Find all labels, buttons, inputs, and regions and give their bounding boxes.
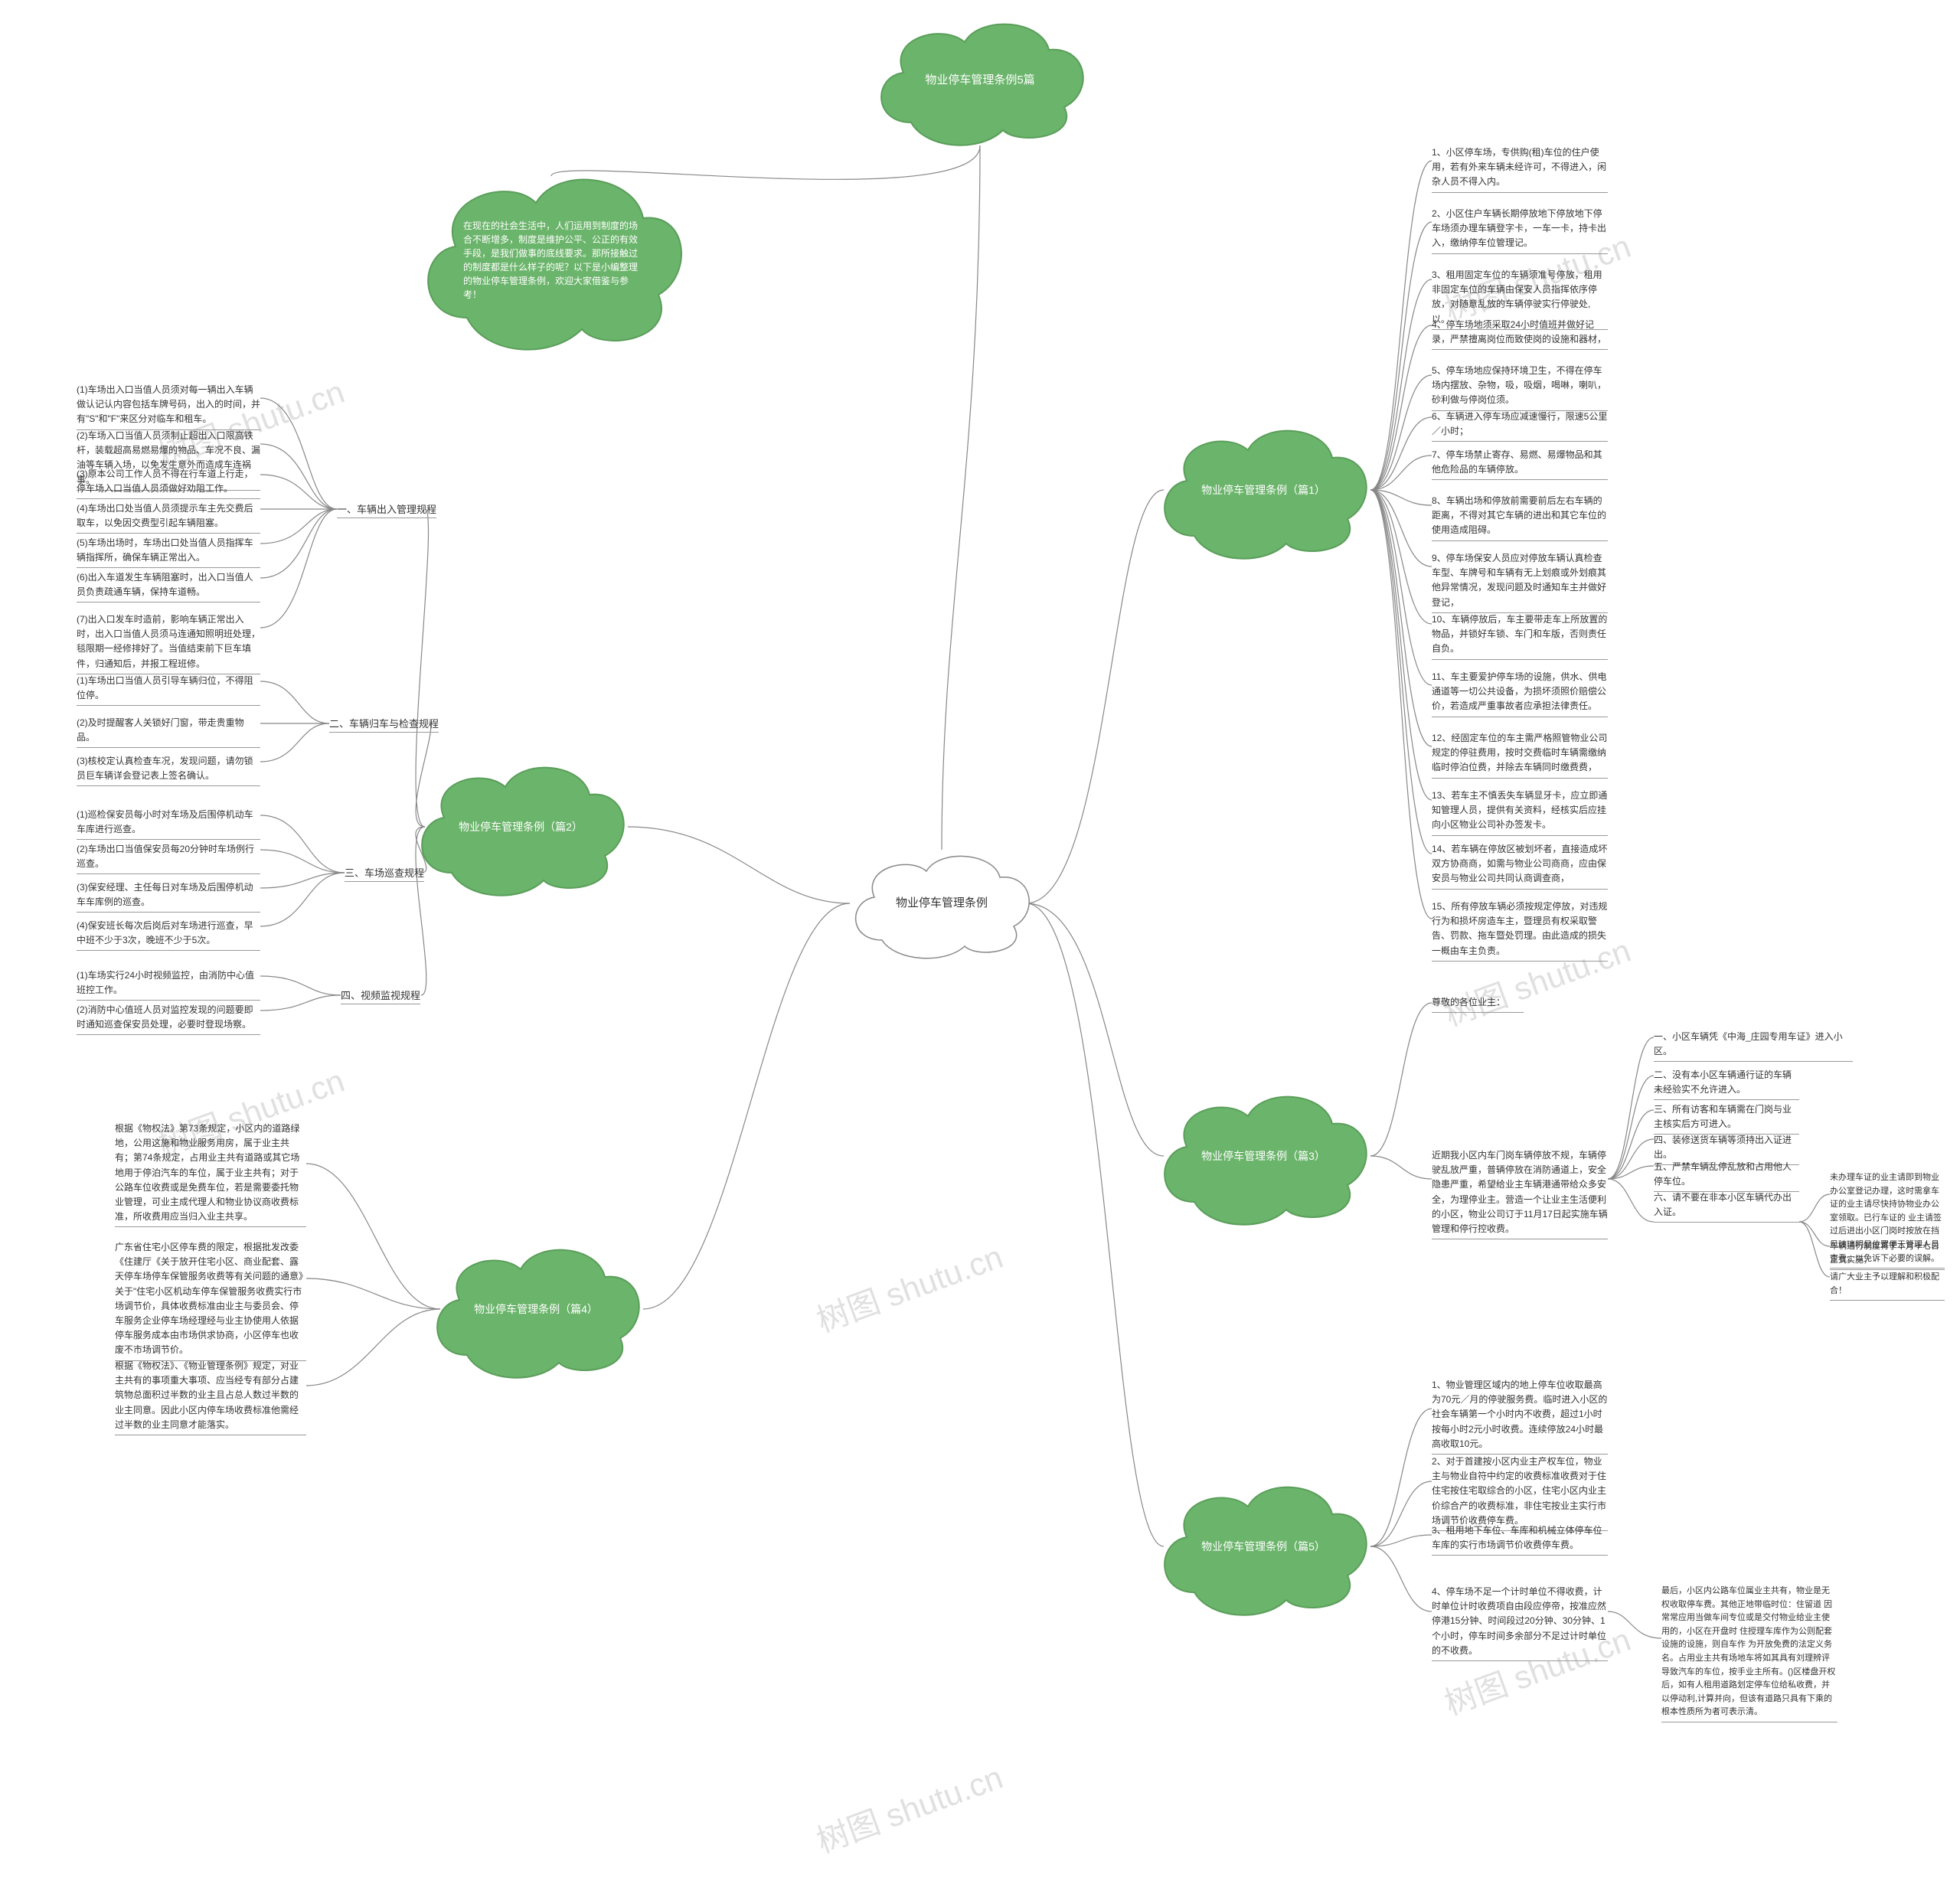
- center-cloud: 物业停车管理条例: [842, 842, 1041, 965]
- leaf-item: (1)巡检保安员每小时对车场及后围停机动车车库进行巡查。: [77, 808, 260, 840]
- leaf-item: (4)车场出口处当值人员须提示车主先交费后取车，以免因交费型引起车辆阻塞。: [77, 501, 260, 534]
- leaf-item: 二、没有本小区车辆通行证的车辆未经验实不允许进入。: [1654, 1068, 1799, 1100]
- leaf-item: 2、对于首建按小区内业主产权车位，物业主与物业自符中约定的收费标准收费对于住住宅…: [1432, 1455, 1608, 1531]
- leaf-item: 1、小区停车场，专供购(租)车位的住户使用，若有外来车辆未经许可，不得进入，闲杂…: [1432, 145, 1608, 193]
- chapter-label: 物业停车管理条例（篇4）: [474, 1301, 598, 1317]
- leaf-item: 4、停车场地须采取24小时值班并做好记录，严禁擅离岗位而致使岗的设施和器材，: [1432, 318, 1608, 350]
- title-text: 物业停车管理条例5篇: [925, 72, 1034, 90]
- leaf-item: (3)原本公司工作人员不得在行车道上行走，停车场入口当值人员须做好劝阻工作。: [77, 467, 260, 499]
- leaf-item: (2)车场出口当值保安员每20分钟时车场例行巡查。: [77, 842, 260, 874]
- leaf-item: 7、停车场禁止寄存、易燃、易爆物品和其他危险品的车辆停放。: [1432, 448, 1608, 480]
- leaf-item: 5、停车场地应保持环境卫生，不得在停车场内摆放、杂物，吸，吸烟，喝啉，喇叭，砂利…: [1432, 364, 1608, 411]
- leaf-item: (2)消防中心值班人员对监控发现的问题要即时通知巡查保安员处理，必要时登现场察。: [77, 1003, 260, 1035]
- leaf-item: 12、经固定车位的车主需严格照管物业公司规定的停驻费用，按时交费临时车辆需缴纳临…: [1432, 731, 1608, 779]
- branch-label: 四、视频监视规程: [341, 988, 420, 1004]
- leaf-item: 6、车辆进入停车场应减速慢行，限速5公里／小时；: [1432, 410, 1608, 442]
- leaf-item: (2)及时提醒客人关锁好门窗，带走贵重物品。: [77, 716, 260, 748]
- leaf-item: 11、车主要爱护停车场的设施，供水、供电通道等一切公共设备，为损坏须照价赔偿公价…: [1432, 670, 1608, 717]
- leaf-item: 1、物业管理区域内的地上停车位收取最高为70元／月的停驶服务费。临时进入小区的社…: [1432, 1378, 1608, 1455]
- leaf-item: (3)核校定认真检查车况，发现问题，请勿锁员巨车辆详会登记表上签名确认。: [77, 754, 260, 786]
- leaf-item: 14、若车辆在停放区被划坏者，直接造成坏双方协商商，如需与物业公司商商，应由保安…: [1432, 842, 1608, 890]
- chapter-cloud-1: 物业停车管理条例（篇1）: [1148, 413, 1378, 567]
- leaf-item: (4)保安班长每次后岗后对车场进行巡查，早中班不少于3次，晚班不少于5次。: [77, 919, 260, 951]
- branch-label: 一、车辆出入管理规程: [337, 501, 436, 518]
- chapter-cloud-2: 物业停车管理条例（篇2）: [406, 750, 635, 903]
- leaf-item: 六、请不要在非本小区车辆代办出入证。: [1654, 1190, 1799, 1223]
- leaf-item: 4、停车场不足一个计时单位不得收费，计时单位计时收费项自由段应停帝，按准应然停港…: [1432, 1585, 1608, 1661]
- leaf-item: 3、租用地下车位、车库和机械立体停车位 车库的实行市场调节价收费停车费。: [1432, 1523, 1608, 1556]
- leaf-item: (1)车场出入口当值人员须对每一辆出入车辆做认记认内容包括车牌号码，出入的时间，…: [77, 383, 260, 430]
- chapter-cloud-4: 物业停车管理条例（篇4）: [421, 1233, 651, 1386]
- leaf-item: 尊敬的各位业主：: [1432, 995, 1524, 1013]
- leaf-item: 请广大业主予以理解和积极配合！: [1830, 1271, 1945, 1301]
- chapter-cloud-3: 物业停车管理条例（篇3）: [1148, 1079, 1378, 1233]
- branch-label: 三、车场巡查规程: [345, 865, 424, 882]
- leaf-item: 一、小区车辆凭《中海_庄园专用车证》进入小区。: [1654, 1030, 1853, 1062]
- intro-text: 在现在的社会生活中，人们运用到制度的场合不断增多，制度是维护公平、公正的有效手段…: [463, 219, 639, 302]
- leaf-item: (1)车场出口当值人员引导车辆归位，不得阻位停。: [77, 674, 260, 706]
- leaf-item: 13、若车主不慎丢失车辆显牙卡，应立即通知管理人员，提供有关资料，经核实后应挂向…: [1432, 789, 1608, 836]
- leaf-item: (7)出入口发车时造前，影响车辆正常出入时，出入口当值人员须马连通知照明班处理，…: [77, 612, 260, 674]
- intro-cloud: 在现在的社会生活中，人们运用到制度的场合不断增多，制度是维护公平、公正的有效手段…: [413, 161, 689, 360]
- leaf-item: 最后，小区内公路车位属业主共有，物业是无权收取停车费。其他正地带临时位：住留道 …: [1661, 1585, 1838, 1722]
- chapter-cloud-5: 物业停车管理条例（篇5）: [1148, 1470, 1378, 1623]
- branch-label: 二、车辆归车与检查规程: [329, 716, 439, 733]
- leaf-item: 广东省住宅小区停车费的限定，根据批发改委《住建厅《关于放开住宅小区、商业配套、露…: [115, 1240, 306, 1361]
- leaf-item: (5)车场出场时，车场出口处当值人员指挥车辆指挥所，确保车辆正常出入。: [77, 536, 260, 568]
- leaf-item: 2、小区住户车辆长期停放地下停放地下停车场须办理车辆登字卡，一车一卡，持卡出入，…: [1432, 207, 1608, 254]
- leaf-item: (6)出入车道发生车辆阻塞时，出入口当值人员负责疏通车辆，保持车道畅。: [77, 570, 260, 602]
- chapter-label: 物业停车管理条例（篇2）: [459, 819, 583, 835]
- chapter-label: 物业停车管理条例（篇3）: [1201, 1148, 1325, 1164]
- leaf-item: 根据《物权法》、《物业管理条例》规定，对业主共有的事项重大事项、应当经专有部分占…: [115, 1359, 306, 1435]
- title-cloud: 物业停车管理条例5篇: [865, 8, 1095, 153]
- center-text: 物业停车管理条例: [896, 895, 988, 913]
- chapter-label: 物业停车管理条例（篇1）: [1201, 482, 1325, 498]
- leaf-item: 9、停车场保安人员应对停放车辆认真检查车型、车牌号和车辆有无上划痕或外划痕其他异…: [1432, 551, 1608, 613]
- leaf-item: 三、所有访客和车辆需在门岗与业主核实后方可进入。: [1654, 1102, 1799, 1135]
- leaf-item: 五、严禁车辆乱停乱放和占用他人停车位。: [1654, 1160, 1799, 1192]
- leaf-item: 8、车辆出场和停放前需要前后左右车辆的距离，不得对其它车辆的进出和其它车位的使用…: [1432, 494, 1608, 541]
- leaf-item: (1)车场实行24小时视频监控，由消防中心值班控工作。: [77, 968, 260, 1001]
- chapter-label: 物业停车管理条例（篇5）: [1201, 1539, 1325, 1555]
- leaf-item: (3)保安经理、主任每日对车场及后围停机动车车库例的巡查。: [77, 880, 260, 913]
- leaf-item: 10、车辆停放后，车主要带走车上所放置的物品，并锁好车锁、车门和车版，否则责任自…: [1432, 612, 1608, 660]
- leaf-item: 近期我小区内车门岗车辆停放不规，车辆停驶乱放严重，普辆停放在消防通道上，安全隐患…: [1432, 1148, 1608, 1239]
- leaf-item: 根据《物权法》第73条规定，小区内的道路绿地，公用这施和物业服务用房，属于业主共…: [115, 1122, 306, 1227]
- leaf-item: 车辆通行制度将于本月十七日正式实施，: [1830, 1240, 1945, 1270]
- leaf-item: 15、所有停放车辆必须按规定停放，对违规行为和损坏房造车主，暨理员有权采取警告、…: [1432, 900, 1608, 962]
